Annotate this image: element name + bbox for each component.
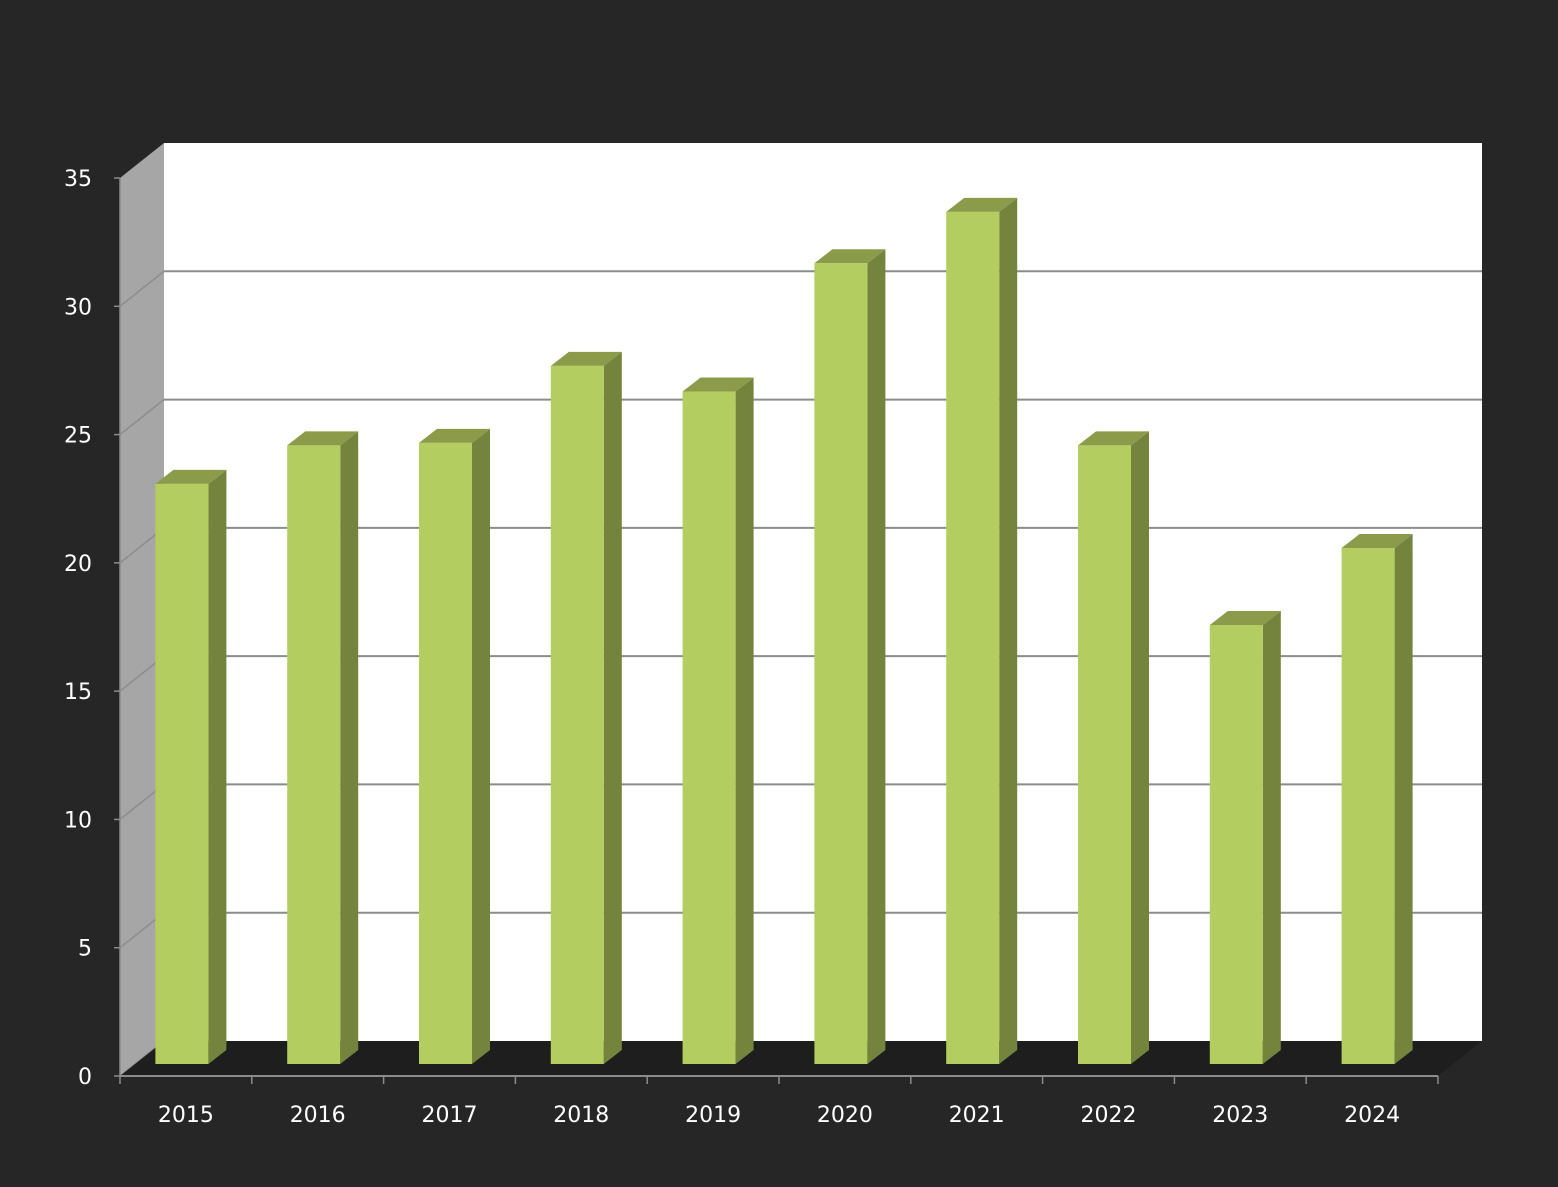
bars (155, 197, 1413, 1065)
x-tick-label: 2021 (949, 1103, 1005, 1128)
bar-top (287, 431, 359, 446)
x-tick-label: 2015 (158, 1103, 214, 1128)
x-axis-tick-labels: 2015 2016 2017 2018 2019 2020 2021 2022 2023 2024 (158, 1103, 1400, 1128)
bar-2019 (682, 377, 754, 1065)
bar-2018 (550, 351, 622, 1064)
side-wall (120, 143, 164, 1076)
x-tick-label: 2019 (685, 1103, 741, 1128)
y-tick-label: 5 (78, 937, 92, 962)
bar-2020 (814, 249, 886, 1065)
bar-2021 (946, 197, 1018, 1064)
y-tick-label: 20 (64, 552, 92, 577)
bar-front (550, 365, 604, 1064)
y-tick-label: 35 (64, 167, 92, 192)
bar-2022 (1078, 431, 1149, 1065)
bar-side (340, 431, 359, 1065)
bar-side (1262, 611, 1281, 1064)
y-tick-label: 10 (64, 808, 92, 833)
bar-front (814, 263, 868, 1064)
bar-front (1209, 625, 1263, 1064)
bar-front (946, 211, 1000, 1064)
bar-side (472, 428, 490, 1064)
bar-2017 (419, 428, 490, 1064)
y-tick-label: 25 (64, 424, 92, 449)
x-tick-label: 2023 (1212, 1103, 1268, 1128)
x-tick-label: 2016 (290, 1103, 346, 1128)
x-tick-label: 2017 (422, 1103, 478, 1128)
bar-top (419, 428, 490, 443)
bar-front (1341, 548, 1395, 1064)
bar-front (1078, 445, 1131, 1065)
y-tick-label: 30 (64, 295, 92, 320)
bar-front (155, 483, 209, 1064)
bar-side (867, 249, 886, 1065)
y-tick-label: 15 (64, 680, 92, 705)
x-tick-label: 2022 (1081, 1103, 1137, 1128)
bar-top (1078, 431, 1149, 446)
bar-front (682, 391, 736, 1065)
bar-top (946, 197, 1018, 212)
bar-top (1341, 534, 1413, 549)
bar-2024 (1341, 534, 1413, 1064)
bar-front (419, 442, 472, 1064)
bar-2015 (155, 469, 227, 1064)
side-gridline (119, 398, 165, 436)
bar-top (550, 351, 622, 366)
y-axis-tick-labels: 0 5 10 15 20 25 30 35 (64, 167, 92, 1090)
bar-side (603, 351, 622, 1064)
bar-2023 (1209, 611, 1281, 1064)
bar-side (735, 377, 754, 1065)
bar-top (1209, 611, 1281, 626)
bar-top (814, 249, 886, 264)
axes (114, 177, 1439, 1084)
side-gridline (119, 270, 165, 307)
bar-top (682, 377, 754, 392)
y-tick-label: 0 (78, 1065, 92, 1090)
x-tick-label: 2018 (553, 1103, 609, 1128)
bar-front (287, 445, 341, 1065)
x-tick-label: 2020 (817, 1103, 873, 1128)
bar-2016 (287, 431, 359, 1065)
x-tick-label: 2024 (1344, 1103, 1400, 1128)
bar-side (999, 197, 1018, 1064)
bar-top (155, 469, 227, 484)
bar-side (208, 469, 227, 1064)
bar-side (1394, 534, 1413, 1064)
bar-side (1131, 431, 1149, 1065)
